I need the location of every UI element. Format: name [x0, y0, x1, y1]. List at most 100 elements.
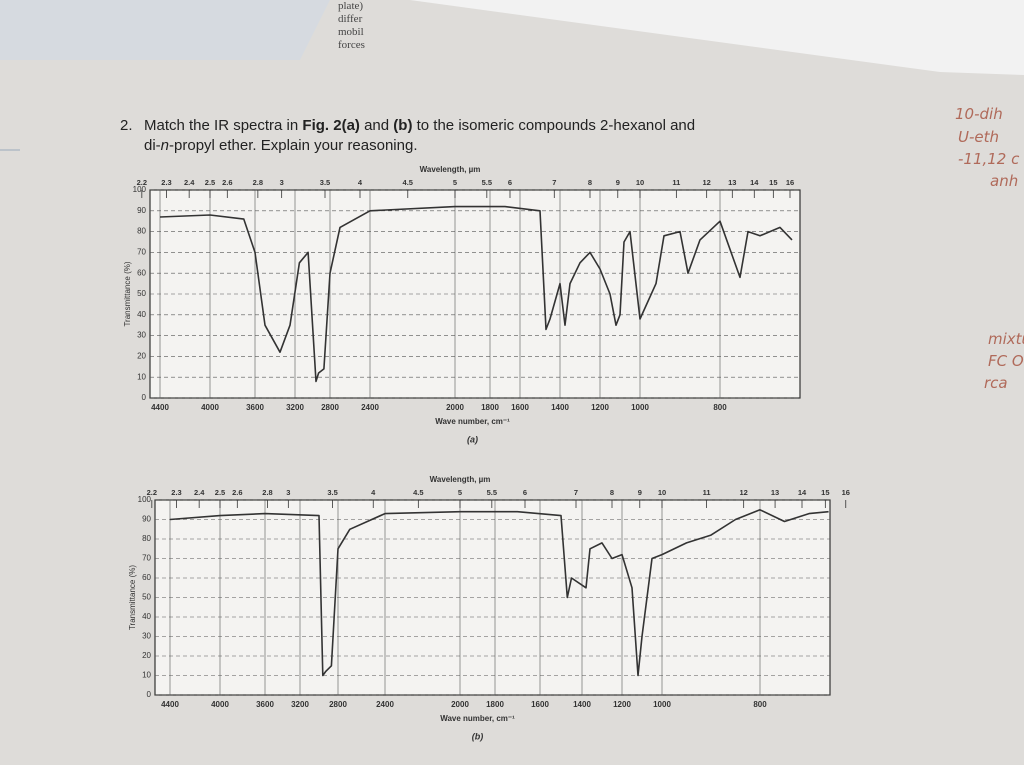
top-tick-label: 8: [588, 178, 592, 187]
top-tick-label: 15: [821, 488, 829, 497]
x-axis-label: Wave number, cm⁻¹: [435, 417, 510, 426]
y-tick-label: 100: [138, 495, 152, 504]
top-tick-label: 6: [508, 178, 512, 187]
y-tick-label: 60: [142, 573, 151, 582]
note: FC O: [988, 352, 1024, 370]
top-tick-label: 2.2: [147, 488, 157, 497]
note: anh: [990, 172, 1019, 190]
top-tick-label: 2.6: [232, 488, 242, 497]
top-tick-label: 3.5: [320, 178, 330, 187]
y-tick-label: 90: [142, 515, 151, 524]
top-tick-label: 14: [750, 178, 759, 187]
y-tick-label: 10: [142, 671, 151, 680]
caption: (b): [472, 731, 484, 741]
caption: (a): [467, 434, 478, 444]
x-tick-label: 2800: [321, 403, 339, 412]
x-tick-label: 2000: [451, 700, 469, 709]
note: -11,12 c: [958, 150, 1020, 168]
y-tick-label: 20: [142, 651, 151, 660]
x-tick-label: 1200: [613, 700, 631, 709]
background-page-text: plate) differ mobil forces: [338, 0, 365, 52]
y-tick-label: 40: [137, 310, 146, 319]
x-tick-label: 1200: [591, 403, 609, 412]
top-tick-label: 11: [672, 178, 680, 187]
y-axis-label: Transmittance (%): [128, 565, 137, 630]
x-tick-label: 1800: [481, 403, 499, 412]
x-tick-label: 1400: [551, 403, 569, 412]
y-tick-label: 50: [137, 289, 146, 298]
x-tick-label: 4000: [201, 403, 219, 412]
top-tick-label: 3.5: [327, 488, 337, 497]
x-tick-label: 1600: [531, 700, 549, 709]
y-tick-label: 0: [142, 393, 147, 402]
top-tick-label: 2.8: [262, 488, 272, 497]
top-tick-label: 3: [280, 178, 284, 187]
y-tick-label: 50: [142, 593, 151, 602]
x-tick-label: 3200: [286, 403, 304, 412]
question-text: n: [160, 137, 170, 154]
x-tick-label: 2400: [361, 403, 379, 412]
x-tick-label: 2400: [376, 700, 394, 709]
question-text: to the isomeric compounds 2-hexanol and: [412, 117, 696, 134]
top-tick-label: 9: [638, 488, 642, 497]
question-text: Fig. 2(a): [302, 117, 360, 134]
question-text: and: [359, 117, 394, 134]
x-axis-label: Wave number, cm⁻¹: [440, 714, 515, 723]
y-tick-label: 80: [137, 227, 146, 236]
y-tick-label: 70: [137, 248, 146, 257]
x-tick-label: 3600: [256, 700, 274, 709]
top-tick-label: 5.5: [482, 178, 492, 187]
notebook: [0, 0, 330, 60]
y-tick-label: 30: [137, 331, 146, 340]
y-tick-label: 60: [137, 268, 146, 277]
x-tick-label: 2800: [329, 700, 347, 709]
top-tick-label: 2.3: [161, 178, 171, 187]
question-line: 2. Match the IR spectra in Fig. 2(a) and …: [120, 116, 820, 136]
top-tick-label: 13: [771, 488, 779, 497]
top-tick-label: 2.5: [215, 488, 225, 497]
top-tick-label: 2.4: [194, 488, 205, 497]
x-tick-label: 800: [713, 403, 727, 412]
bg-text: mobil: [338, 26, 364, 38]
top-tick-label: 16: [842, 488, 850, 497]
top-tick-label: 4: [371, 488, 376, 497]
top-tick-label: 2.6: [222, 178, 232, 187]
top-tick-label: 7: [574, 488, 578, 497]
top-tick-label: 14: [798, 488, 807, 497]
x-tick-label: 4400: [161, 700, 179, 709]
top-tick-label: 2.4: [184, 178, 195, 187]
question-text: (b): [393, 117, 413, 134]
top-tick-label: 6: [523, 488, 527, 497]
x-tick-label: 3600: [246, 403, 264, 412]
x-tick-label: 800: [753, 700, 767, 709]
note: rca: [984, 374, 1008, 392]
top-tick-label: 12: [739, 488, 747, 497]
y-tick-label: 0: [147, 690, 152, 699]
top-tick-label: 4.5: [413, 488, 423, 497]
top-tick-label: 2.3: [171, 488, 181, 497]
question-text: -propyl ether. Explain your reasoning.: [169, 137, 418, 154]
top-tick-label: 16: [786, 178, 794, 187]
x-tick-label: 1800: [486, 700, 504, 709]
top-tick-label: 5: [458, 488, 462, 497]
question: 2. Match the IR spectra in Fig. 2(a) and …: [120, 116, 820, 156]
top-tick-label: 10: [658, 488, 666, 497]
x-tick-label: 3200: [291, 700, 309, 709]
x-tick-label: 1600: [511, 403, 529, 412]
top-tick-label: 8: [610, 488, 614, 497]
y-tick-label: 80: [142, 534, 151, 543]
top-tick-label: 11: [703, 488, 711, 497]
spectrum-line: [169, 508, 829, 677]
x-tick-label: 1000: [631, 403, 649, 412]
bg-text: differ: [338, 13, 363, 25]
top-tick-label: 5: [453, 178, 457, 187]
question-text: di-: [144, 137, 161, 154]
y-tick-label: 100: [133, 185, 147, 194]
top-tick-label: 4.5: [403, 178, 413, 187]
x-tick-label: 1000: [653, 700, 671, 709]
line: Match the IR spectra in Fig. 2(a) and (b…: [144, 117, 695, 134]
y-tick-label: 20: [137, 352, 146, 361]
top-tick-label: 3: [286, 488, 290, 497]
